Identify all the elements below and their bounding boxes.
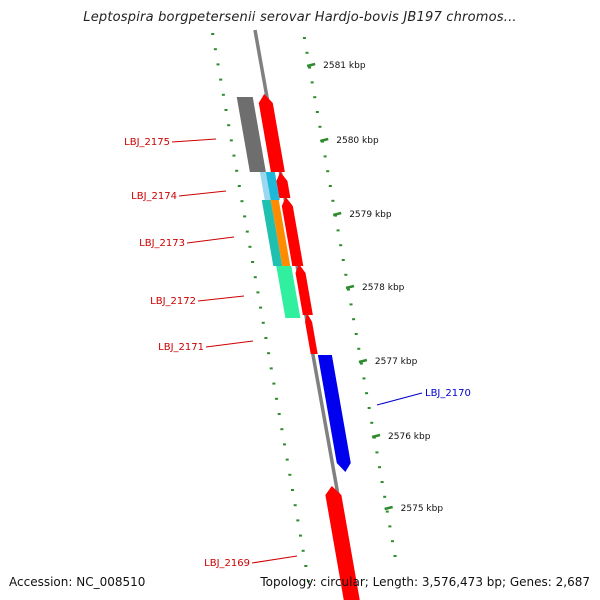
tick-label: 2580 kbp xyxy=(336,136,379,146)
gene-label-leader xyxy=(186,236,235,244)
map-title: Leptospira borgpetersenii serovar Hardjo… xyxy=(83,10,517,25)
gene-label-leader xyxy=(205,340,254,348)
feature-block xyxy=(276,266,301,318)
gene-label: LBJ_2173 xyxy=(139,238,185,249)
gene-label: LBJ_2172 xyxy=(150,296,196,307)
feature-block xyxy=(270,200,291,266)
gene-arrow xyxy=(317,355,351,472)
gene-label: LBJ_2169 xyxy=(204,558,250,569)
genome-summary-text: Topology: circular; Length: 3,576,473 bp… xyxy=(260,575,590,589)
tick-label: 2577 kbp xyxy=(375,357,418,367)
gene-label: LBJ_2175 xyxy=(124,137,170,148)
gene-label-leader xyxy=(178,190,227,197)
tick-mark xyxy=(332,211,342,217)
tick-mark xyxy=(319,137,329,143)
tick-label: 2581 kbp xyxy=(323,61,366,71)
tick-mark xyxy=(384,505,393,511)
tick-mark xyxy=(358,358,368,364)
gene-arrow xyxy=(305,313,318,354)
tick-mark xyxy=(306,62,316,68)
gene-label-leader xyxy=(251,555,298,564)
feature-block xyxy=(261,200,283,266)
gene-label: LBJ_2171 xyxy=(158,342,204,353)
tick-label: 2578 kbp xyxy=(362,283,405,293)
gene-label: LBJ_2170 xyxy=(425,388,471,399)
tick-label: 2575 kbp xyxy=(401,504,444,514)
tick-label: 2579 kbp xyxy=(349,210,392,220)
tick-label: 2576 kbp xyxy=(388,432,431,442)
feature-block xyxy=(236,97,266,172)
tick-mark xyxy=(371,433,381,439)
gene-label-leader xyxy=(171,138,217,143)
gene-arrow xyxy=(325,486,360,600)
gene-arrow xyxy=(295,264,313,315)
feature-block xyxy=(265,172,280,200)
gene-arrow xyxy=(276,172,291,198)
tick-mark xyxy=(345,284,355,290)
gene-arrow xyxy=(281,197,304,266)
gene-label: LBJ_2174 xyxy=(131,191,177,202)
gene-arrow xyxy=(258,94,285,172)
gene-label-leader xyxy=(197,295,245,302)
gene-label-leader xyxy=(376,392,423,406)
feature-block xyxy=(259,172,273,200)
accession-text: Accession: NC_008510 xyxy=(9,575,146,589)
